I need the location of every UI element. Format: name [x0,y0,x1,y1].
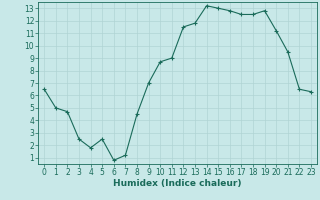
X-axis label: Humidex (Indice chaleur): Humidex (Indice chaleur) [113,179,242,188]
